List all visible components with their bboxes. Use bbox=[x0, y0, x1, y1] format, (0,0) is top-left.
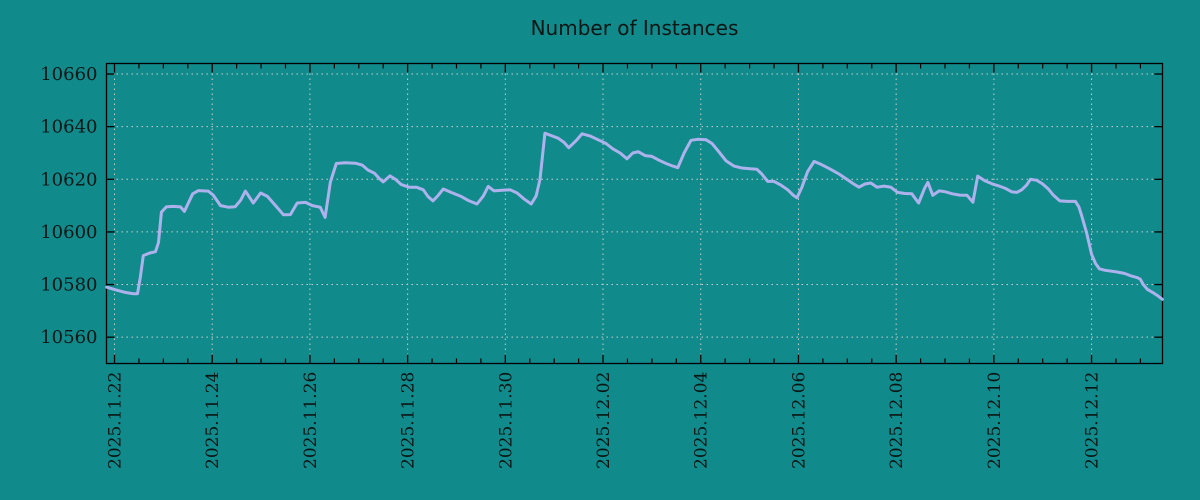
x-tick-label: 2025.11.30 bbox=[496, 372, 516, 469]
x-tick-label: 2025.12.12 bbox=[1083, 372, 1103, 469]
chart-title: Number of Instances bbox=[530, 16, 739, 40]
y-tick-label: 10580 bbox=[40, 275, 97, 296]
series-line-instances bbox=[105, 131, 1164, 301]
x-tick-label: 2025.12.10 bbox=[985, 372, 1005, 469]
plot-border bbox=[105, 62, 1164, 365]
x-tick-label: 2025.11.24 bbox=[203, 372, 223, 469]
x-tick-label: 2025.11.26 bbox=[301, 372, 321, 469]
y-tick-label: 10660 bbox=[40, 64, 97, 85]
y-tick-label: 10640 bbox=[40, 117, 97, 138]
x-tick-label: 2025.11.22 bbox=[106, 372, 126, 469]
y-tick-label: 10560 bbox=[40, 327, 97, 348]
x-tick-label: 2025.12.08 bbox=[887, 372, 907, 469]
x-tick-label: 2025.12.06 bbox=[789, 372, 809, 469]
x-tick-label: 2025.12.04 bbox=[692, 372, 712, 469]
y-tick-label: 10620 bbox=[40, 169, 97, 190]
x-tick-label: 2025.11.28 bbox=[399, 372, 419, 469]
y-tick-label: 10600 bbox=[40, 222, 97, 243]
x-tick-label: 2025.12.02 bbox=[594, 372, 614, 469]
